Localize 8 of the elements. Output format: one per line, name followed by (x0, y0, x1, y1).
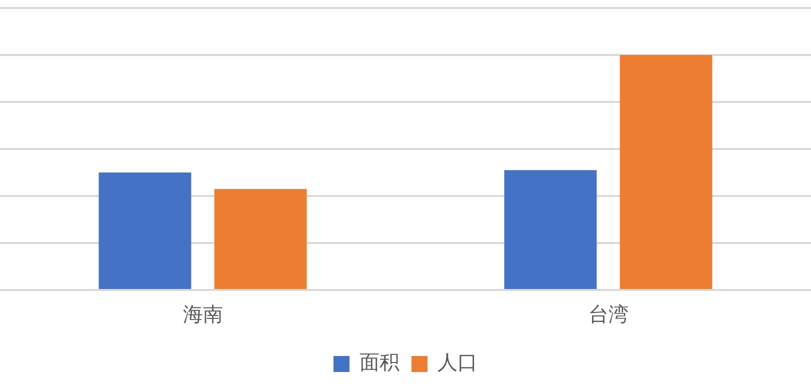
bar (98, 172, 192, 289)
bar (504, 170, 597, 289)
bar (620, 55, 712, 289)
legend-label: 人口 (438, 350, 478, 374)
x-tick-label: 海南 (182, 302, 223, 326)
x-tick-label: 台湾 (588, 302, 628, 326)
bar (214, 188, 307, 289)
legend-label: 面积 (360, 350, 400, 374)
